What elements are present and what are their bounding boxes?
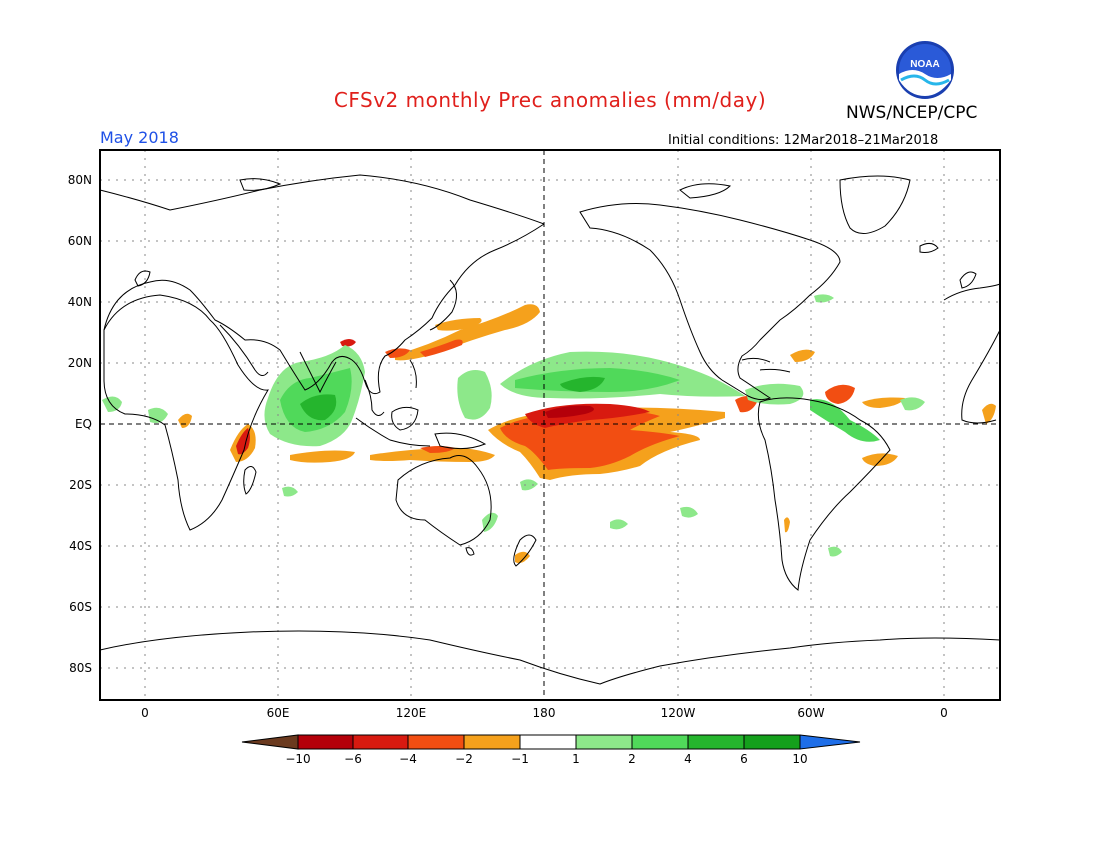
coastlines <box>99 174 1001 685</box>
dry-patch-chile <box>784 517 790 533</box>
month-label: May 2018 <box>100 128 179 147</box>
colorbar-tick-label: 6 <box>740 752 748 766</box>
colorbar-bin <box>463 734 521 750</box>
wet-patch-north-atlantic <box>814 294 834 303</box>
anomaly-shading <box>102 294 996 564</box>
dry-patch-gulf-guinea <box>982 403 996 424</box>
lon-label: 120W <box>660 706 696 720</box>
lat-label: 60S <box>69 600 92 614</box>
graticule <box>100 150 1000 700</box>
colorbar-extend-high <box>799 734 861 750</box>
wet-patch-west-pacific <box>457 370 492 420</box>
lon-label: 0 <box>141 706 149 720</box>
wet-patch-south-pacific <box>610 519 628 530</box>
colorbar-bin <box>687 734 745 750</box>
wet-patch-southern-africa <box>282 486 298 497</box>
lon-label: 120E <box>395 706 427 720</box>
colorbar-bin <box>519 734 577 750</box>
wet-patch-tasman <box>520 479 538 491</box>
colorbar-tick-label: −2 <box>455 752 473 766</box>
dry-patch-gulf-of-mexico <box>790 349 815 362</box>
colorbar-tick-label: −6 <box>344 752 362 766</box>
colorbar-bin <box>575 734 633 750</box>
colorbar-tick-label: −4 <box>399 752 417 766</box>
dry-patch-brazil-east <box>862 453 898 466</box>
chart-title: CFSv2 monthly Prec anomalies (mm/day) <box>333 88 767 112</box>
lat-label: 40N <box>67 295 92 309</box>
lon-label: 0 <box>940 706 948 720</box>
wet-patch-amazon <box>810 399 880 442</box>
dry-patch-central-atlantic <box>825 384 855 404</box>
lat-label: 40S <box>69 539 92 553</box>
colorbar-tick-label: 1 <box>572 752 580 766</box>
dry-patch-new-zealand <box>515 551 530 564</box>
lat-label: EQ <box>74 417 92 431</box>
wet-patch-atlantic-east <box>900 397 925 411</box>
colorbar-bin <box>407 734 465 750</box>
dry-band-maritime <box>370 447 495 462</box>
lat-label: 80N <box>67 173 92 187</box>
wet-region-indian-ocean-core <box>300 394 337 421</box>
wet-patch-south-pacific-2 <box>680 506 698 518</box>
colorbar-bin <box>352 734 409 750</box>
wet-patch-argentina <box>828 546 842 557</box>
initial-conditions: Initial conditions: 12Mar2018–21Mar2018 <box>668 133 939 148</box>
noaa-logo: NOAA <box>896 41 954 99</box>
dry-patch-east-africa-core <box>236 428 250 455</box>
dry-patch-tibet <box>340 339 356 347</box>
wet-patch-west-africa <box>102 396 122 412</box>
colorbar-tick-label: 2 <box>628 752 636 766</box>
colorbar-tick-label: 4 <box>684 752 692 766</box>
dry-band-northwest-pacific <box>395 304 540 361</box>
colorbar-tick-label: −1 <box>511 752 529 766</box>
logo-text: NOAA <box>910 59 939 70</box>
dry-band-tropical-atlantic <box>862 397 905 408</box>
dry-patch-south-china <box>385 348 410 358</box>
lon-label: 180 <box>532 706 556 720</box>
colorbar-bin <box>631 734 689 750</box>
colorbar-bin <box>743 734 801 750</box>
dry-patch-japan <box>435 318 482 331</box>
lat-label: 20N <box>67 356 92 370</box>
wet-patch-gulf-guinea <box>148 407 168 423</box>
agency-label: NWS/NCEP/CPC <box>846 103 978 123</box>
lat-label: 80S <box>69 661 92 675</box>
lon-label: 60W <box>797 706 825 720</box>
lon-label: 60E <box>266 706 290 720</box>
colorbar-tick-label: −10 <box>285 752 311 766</box>
wet-band-north-pacific-core <box>560 376 605 392</box>
dry-band-northwest-pacific-core <box>420 339 463 357</box>
dry-patch-indian-ocean-south <box>290 450 355 463</box>
colorbar-extend-low <box>241 734 299 750</box>
colorbar <box>241 734 861 750</box>
colorbar-bin <box>297 734 354 750</box>
lat-label: 20S <box>69 478 92 492</box>
lat-label: 60N <box>67 234 92 248</box>
colorbar-tick-label: 10 <box>792 752 808 766</box>
dry-region-pacific-extreme-core <box>545 405 594 418</box>
